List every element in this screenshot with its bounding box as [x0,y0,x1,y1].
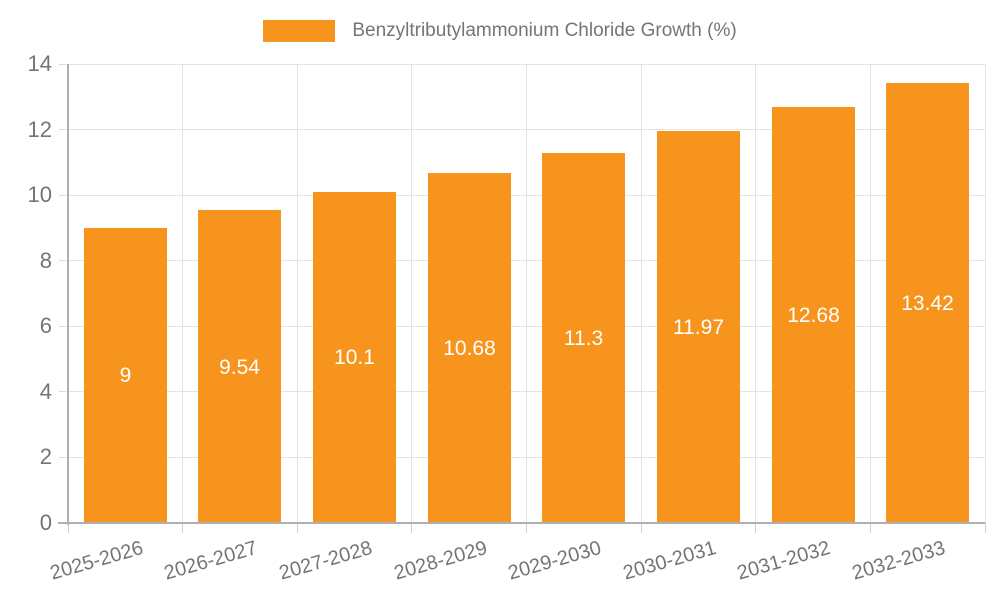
x-tick-label: 2032-2033 [849,537,948,585]
bar-value-label: 9.54 [219,356,260,379]
y-axis-tick [59,260,68,262]
x-tick-label: 2026-2027 [161,537,261,585]
y-tick-label: 10 [27,182,52,208]
gridline-vertical [526,64,527,523]
y-tick-label: 14 [27,51,52,76]
y-axis-tick [59,456,68,458]
bar-value-label: 12.68 [787,304,840,327]
y-axis-line [67,64,69,525]
y-tick-label: 8 [39,247,52,273]
y-axis-tick [59,325,68,327]
y-tick-label: 12 [27,116,52,142]
bar-value-label: 10.1 [334,346,375,369]
bar-value-label: 11.97 [673,316,724,339]
bar[interactable] [428,172,511,523]
gridline-vertical [640,64,642,523]
bar-value-label: 11.3 [563,327,604,350]
x-axis-tick [296,523,298,533]
x-tick-label: 2025-2026 [47,537,146,585]
y-axis-tick [59,194,68,196]
gridline-vertical [869,64,871,523]
y-axis-tick [59,391,68,393]
bar[interactable] [84,227,167,523]
gridline-vertical [984,64,986,523]
bar[interactable] [542,152,625,523]
y-axis-tick [59,129,68,131]
x-axis-tick [640,523,642,533]
x-axis-tick [526,523,527,533]
legend-label[interactable]: Benzyltributylammonium Chloride Growth (… [352,20,737,41]
bar-value-label: 9 [119,364,132,387]
x-axis-line [58,522,985,524]
x-axis-tick [411,523,413,533]
x-tick-label: 2028-2029 [391,537,490,585]
gridline-vertical [755,64,757,523]
legend-swatch[interactable] [263,20,336,42]
bar[interactable] [313,191,396,523]
y-tick-label: 4 [39,378,52,404]
x-axis-tick [755,523,757,533]
x-axis-tick [182,523,184,533]
x-tick-label: 2031-2032 [735,537,834,585]
x-axis-tick [869,523,871,533]
y-tick-label: 2 [39,444,52,470]
bar[interactable] [772,107,855,523]
x-axis-tick [67,523,69,533]
gridline-vertical [296,64,298,523]
x-tick-label: 2029-2030 [505,537,604,585]
legend[interactable]: Benzyltributylammonium Chloride Growth (… [0,19,1000,43]
bar[interactable] [657,130,740,523]
y-tick-label: 6 [39,313,52,339]
x-tick-label: 2027-2028 [276,537,375,585]
gridline-vertical [411,64,413,523]
y-axis-tick [59,63,68,65]
bar[interactable] [886,83,969,523]
bar-value-label: 13.42 [901,292,954,315]
y-tick-label: 0 [39,510,52,535]
gridline-vertical [182,64,184,523]
x-axis-tick [984,523,986,533]
bar-value-label: 10.68 [443,337,496,360]
bar[interactable] [198,210,281,523]
x-tick-label: 2030-2031 [620,537,719,585]
